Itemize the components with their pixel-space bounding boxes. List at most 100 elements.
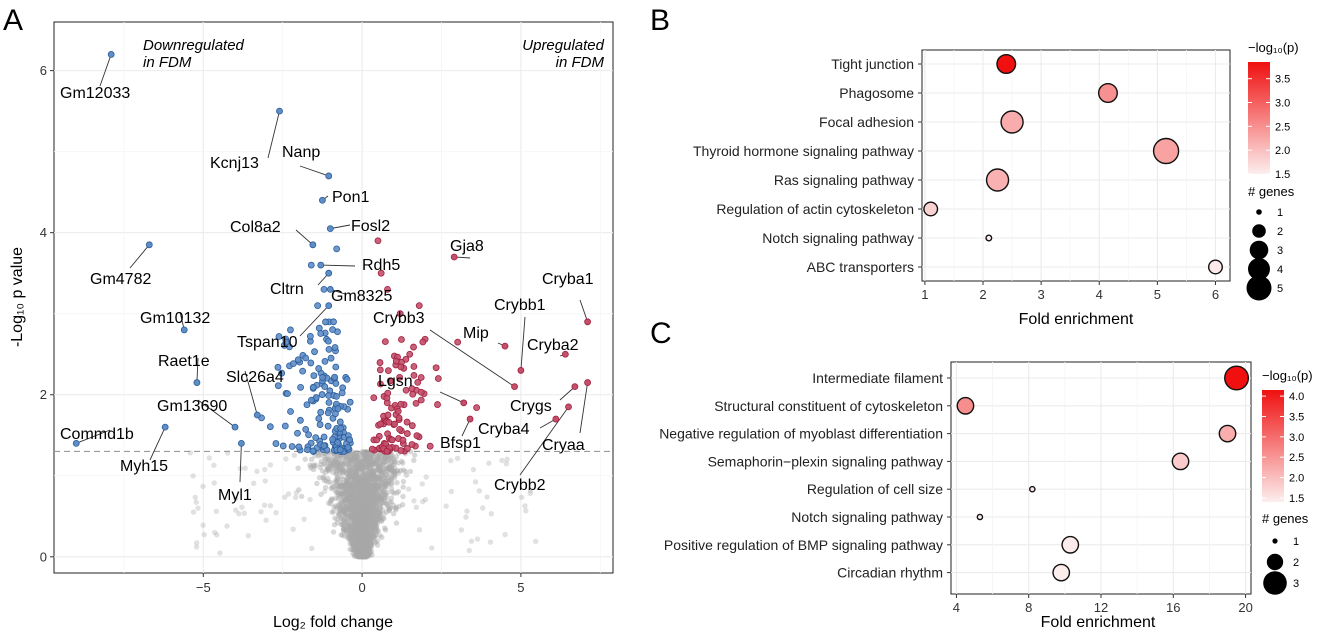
ns-point — [356, 552, 363, 559]
ns-point — [201, 531, 207, 538]
ns-point — [363, 520, 369, 526]
ns-point — [360, 546, 366, 552]
ns-point — [357, 516, 364, 522]
ns-point — [348, 517, 354, 523]
enrichment-dot — [1052, 563, 1071, 582]
ns-point — [383, 470, 389, 477]
ns-point — [356, 486, 363, 492]
ns-point — [359, 478, 365, 484]
ns-point — [356, 474, 362, 481]
ns-point — [302, 456, 308, 462]
gene-label-cltrn: Cltrn — [270, 281, 304, 298]
ns-point — [362, 476, 369, 482]
ns-point — [357, 548, 364, 555]
down-point — [297, 383, 304, 391]
down-point — [330, 318, 337, 326]
ns-point — [353, 462, 359, 468]
ns-point — [386, 505, 393, 512]
ns-point — [343, 453, 349, 459]
ns-point — [366, 503, 372, 510]
ns-point — [336, 501, 342, 508]
ns-point — [367, 494, 373, 501]
ns-point — [341, 484, 347, 490]
go-color-legend-bar — [1262, 390, 1284, 502]
ns-point — [373, 459, 379, 466]
ns-point — [344, 491, 350, 497]
ns-point — [363, 465, 370, 471]
ns-point — [358, 510, 364, 516]
labeled-point — [325, 269, 333, 277]
ns-point — [355, 504, 362, 511]
ns-point — [354, 545, 360, 552]
ns-point — [359, 541, 366, 548]
ns-point — [360, 519, 367, 525]
ns-point — [372, 483, 378, 489]
ns-point — [377, 469, 383, 475]
ns-point — [345, 486, 352, 492]
ns-point — [357, 531, 363, 538]
ns-point — [347, 457, 353, 463]
volcano-x-axis-title: Log₂ fold change — [273, 614, 393, 631]
down-point — [346, 436, 354, 444]
gene-label-myl1: Myl1 — [218, 487, 252, 504]
ns-point — [375, 480, 381, 486]
ns-point — [357, 546, 363, 552]
ns-point — [329, 456, 335, 462]
ns-point — [343, 497, 349, 504]
ns-point — [360, 529, 367, 535]
ns-point — [352, 508, 358, 514]
ns-point — [374, 508, 380, 514]
ns-point — [371, 521, 377, 527]
color-legend-label: 2.0 — [1275, 145, 1290, 157]
ns-point — [337, 456, 343, 462]
ns-point — [364, 545, 371, 551]
ns-point — [347, 494, 353, 501]
ns-point — [372, 456, 378, 463]
ns-point — [468, 538, 475, 544]
ns-point — [350, 474, 357, 481]
ns-point — [239, 504, 245, 510]
ns-point — [359, 545, 365, 552]
ns-point — [353, 454, 359, 460]
down-point — [304, 446, 311, 454]
ns-point — [361, 542, 367, 548]
ns-point — [365, 513, 372, 520]
ns-point — [365, 503, 371, 510]
ns-point — [351, 509, 357, 515]
ns-point — [363, 522, 370, 528]
term-label: Semaphorin−plexin signaling pathway — [708, 453, 943, 469]
ns-point — [291, 452, 298, 458]
ns-point — [372, 495, 378, 502]
ns-point — [355, 535, 362, 541]
ns-point — [361, 527, 367, 533]
ns-point — [365, 476, 371, 483]
ns-point — [360, 531, 367, 537]
ns-point — [390, 462, 396, 468]
down-point — [312, 434, 320, 442]
ns-point — [365, 550, 372, 557]
ns-point — [364, 547, 370, 554]
ns-point — [241, 510, 248, 516]
ns-point — [355, 545, 361, 551]
ns-point — [381, 494, 388, 501]
term-label: ABC transporters — [807, 259, 914, 275]
ns-point — [349, 481, 355, 487]
ns-point — [364, 516, 371, 523]
ns-point — [361, 520, 367, 526]
ns-point — [351, 534, 357, 541]
ns-point — [352, 532, 358, 539]
ns-point — [361, 533, 367, 540]
ns-point — [373, 522, 379, 528]
ns-point — [363, 510, 370, 517]
ns-point — [358, 526, 365, 532]
gene-label-myh15: Myh15 — [120, 458, 168, 475]
ns-point — [355, 543, 361, 549]
ns-point — [359, 461, 365, 468]
ns-point — [366, 474, 373, 481]
ns-point — [356, 511, 362, 518]
ns-point — [356, 535, 363, 542]
ns-point — [382, 491, 388, 498]
ns-point — [353, 468, 360, 475]
ns-point — [339, 508, 345, 515]
